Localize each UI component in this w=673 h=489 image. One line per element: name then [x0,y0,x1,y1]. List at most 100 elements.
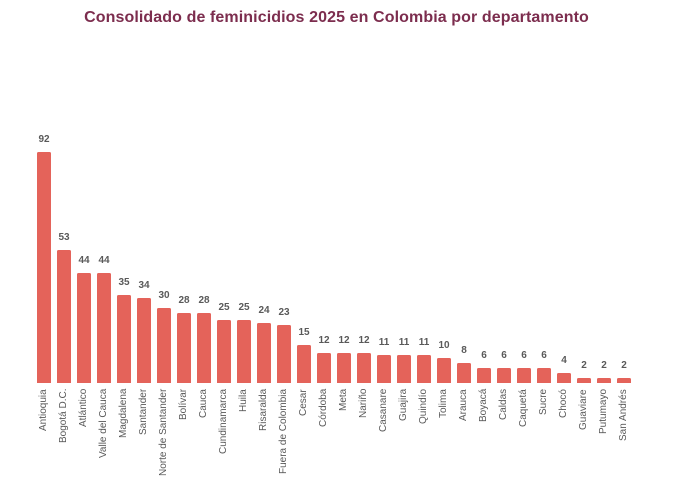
bar-value-label: 30 [158,290,170,301]
bar [297,345,311,383]
chart-column: 2 Putumayo [597,130,611,489]
bar [617,378,631,383]
chart-column: 23 Fuera de Colombia [277,130,291,489]
chart-column: 11 Casanare [377,130,391,489]
bar-area: 2 [617,130,631,383]
bar-area: 44 [97,130,111,383]
x-axis-label: Casanare [378,389,389,433]
x-axis-label: Fuera de Colombia [278,389,289,475]
x-axis-label: San Andrés [618,389,629,441]
x-axis-label: Putumayo [598,389,609,435]
bar-value-label: 12 [358,335,370,346]
x-axis-label: Nariño [358,389,369,419]
bar-area: 24 [257,130,271,383]
chart-column: 92 Antioquia [37,130,51,489]
bar [97,273,111,383]
bar-area: 12 [317,130,331,383]
bar-value-label: 24 [258,305,270,316]
chart-column: 15 Cesar [297,130,311,489]
chart-column: 28 Bolívar [177,130,191,489]
bar [497,368,511,383]
chart-column: 35 Magdalena [117,130,131,489]
bar-value-label: 11 [418,337,430,348]
bar-value-label: 92 [38,134,50,145]
bar-chart-plot-area: 92 Antioquia 53 Bogotá D.C. 44 Atlántico 44 Val… [37,130,631,489]
chart-column: 28 Cauca [197,130,211,489]
bar [117,295,131,383]
bar [177,313,191,383]
bar-area: 8 [457,130,471,383]
bar-value-label: 15 [298,327,310,338]
bar [557,373,571,383]
chart-column: 6 Sucre [537,130,551,489]
bar [477,368,491,383]
bar-value-label: 53 [58,232,70,243]
chart-column: 30 Norte de Santander [157,130,171,489]
x-axis-label: Bogotá D.C. [58,389,69,444]
bar-area: 4 [557,130,571,383]
bar-value-label: 2 [601,360,607,371]
x-axis-label: Valle del Cauca [98,389,109,459]
x-axis-label: Caquetá [518,389,529,427]
chart-column: 2 Guaviare [577,130,591,489]
bar-value-label: 4 [561,355,567,366]
bar [57,250,71,383]
chart-column: 2 San Andrés [617,130,631,489]
chart-column: 25 Cundinamarca [217,130,231,489]
bar-value-label: 25 [238,302,250,313]
x-axis-label: Cesar [298,389,309,416]
bar-area: 12 [337,130,351,383]
bar [317,353,331,383]
bar-area: 2 [577,130,591,383]
chart-title: Consolidado de feminicidios 2025 en Colo… [84,9,589,26]
bar [197,313,211,383]
chart-column: 53 Bogotá D.C. [57,130,71,489]
x-axis-label: Risaralda [258,389,269,432]
bar-value-label: 6 [501,350,507,361]
x-axis-label: Arauca [458,389,469,421]
bar-value-label: 6 [541,350,547,361]
bar [577,378,591,383]
x-axis-label: Boyacá [478,389,489,423]
x-axis-label: Meta [338,389,349,412]
bar-area: 28 [197,130,211,383]
bar [37,152,51,383]
bar-value-label: 44 [98,255,110,266]
bar-area: 34 [137,130,151,383]
bar [597,378,611,383]
bar-value-label: 11 [398,337,410,348]
chart-column: 34 Santander [137,130,151,489]
bar-area: 6 [537,130,551,383]
bar-area: 6 [517,130,531,383]
x-axis-label: Bolívar [178,389,189,421]
bar [257,323,271,383]
bar [77,273,91,383]
x-axis-label: Caldas [498,389,509,421]
x-axis-label: Sucre [538,389,549,416]
bar [137,298,151,383]
bar [457,363,471,383]
bar-value-label: 6 [481,350,487,361]
x-axis-label: Tolima [438,389,449,418]
bar [537,368,551,383]
bar-area: 6 [477,130,491,383]
bar-area: 11 [397,130,411,383]
bar [417,355,431,383]
chart-column: 12 Córdoba [317,130,331,489]
x-axis-label: Cauca [198,389,209,418]
bar [377,355,391,383]
x-axis-label: Córdoba [318,389,329,428]
bar-area: 23 [277,130,291,383]
x-axis-label: Magdalena [118,389,129,439]
x-axis-label: Huila [238,389,249,412]
bar-value-label: 12 [318,335,330,346]
bar [217,320,231,383]
chart-column: 12 Meta [337,130,351,489]
bar [277,325,291,383]
chart-column: 24 Risaralda [257,130,271,489]
x-axis-label: Antioquia [38,389,49,431]
chart-column: 44 Valle del Cauca [97,130,111,489]
x-axis-label: Guajira [398,389,409,422]
chart-column: 4 Chocó [557,130,571,489]
